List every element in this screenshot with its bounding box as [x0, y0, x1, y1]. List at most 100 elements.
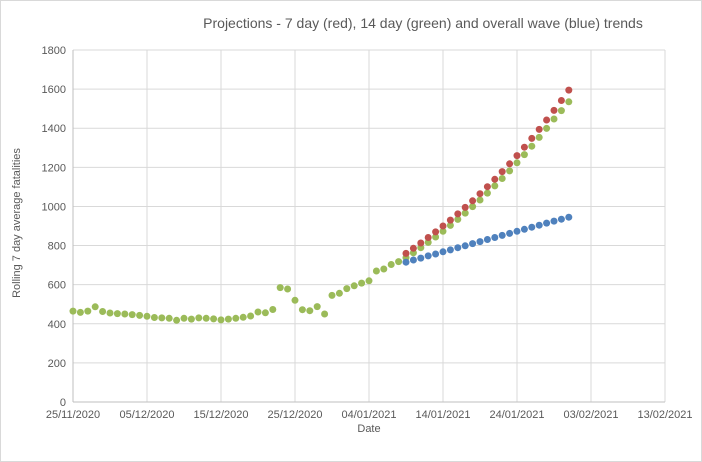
data-point	[409, 256, 417, 264]
data-point	[461, 242, 469, 250]
data-point	[335, 289, 343, 297]
x-tick-label: 15/12/2020	[193, 409, 248, 421]
data-point	[565, 86, 573, 94]
data-point	[461, 203, 469, 211]
y-tick-label: 1800	[42, 45, 66, 57]
data-point	[483, 183, 491, 191]
data-point	[69, 307, 77, 315]
data-point	[535, 133, 543, 141]
data-point	[432, 250, 440, 258]
data-point	[254, 308, 262, 316]
data-point	[520, 225, 528, 233]
chart-title: Projections - 7 day (red), 14 day (green…	[203, 15, 643, 31]
data-point	[165, 314, 173, 322]
data-point	[557, 107, 565, 115]
data-point	[543, 124, 551, 132]
data-point	[550, 115, 558, 123]
data-point	[313, 303, 321, 311]
data-point	[276, 284, 284, 292]
data-point	[498, 175, 506, 182]
data-point	[454, 244, 462, 252]
y-tick-label: 1600	[42, 84, 66, 96]
data-point	[446, 221, 454, 229]
data-point	[483, 236, 491, 243]
y-tick-label: 400	[48, 319, 66, 331]
data-point	[291, 296, 299, 304]
data-point	[469, 197, 477, 205]
data-point	[461, 209, 469, 217]
data-point	[365, 277, 373, 285]
data-point	[565, 98, 573, 106]
data-point	[402, 249, 410, 257]
data-point	[476, 196, 484, 204]
x-tick-label: 14/01/2021	[415, 409, 470, 421]
data-point	[528, 223, 536, 231]
data-point	[454, 210, 462, 218]
data-point	[565, 213, 573, 221]
data-point	[358, 279, 366, 287]
data-point	[224, 315, 232, 323]
y-tick-label: 200	[48, 358, 66, 370]
data-point	[173, 316, 181, 324]
data-point	[513, 152, 521, 160]
x-tick-label: 03/02/2021	[563, 409, 618, 421]
data-point	[328, 291, 336, 299]
data-point	[409, 244, 417, 252]
data-point	[136, 311, 144, 319]
data-point	[306, 307, 314, 315]
data-point	[202, 314, 210, 322]
data-point	[150, 314, 158, 321]
data-point	[343, 285, 351, 293]
data-point	[520, 143, 528, 151]
data-point	[91, 303, 99, 311]
data-point	[513, 159, 521, 167]
data-point	[491, 175, 499, 183]
data-point	[498, 231, 506, 239]
data-point	[557, 97, 565, 104]
y-tick-label: 1400	[42, 123, 66, 135]
data-point	[210, 315, 218, 323]
data-point	[535, 221, 543, 229]
data-point	[439, 248, 447, 256]
series-green-dots	[69, 98, 573, 324]
data-point	[432, 233, 440, 241]
data-point	[239, 313, 247, 321]
data-point	[528, 142, 536, 150]
data-point	[284, 285, 292, 293]
data-point	[402, 258, 410, 266]
data-point	[439, 227, 447, 235]
data-point	[128, 311, 136, 319]
data-point	[550, 106, 558, 114]
data-point	[446, 246, 454, 254]
data-point	[121, 310, 129, 318]
data-point	[550, 217, 558, 225]
data-point	[454, 215, 462, 223]
x-axis-title: Date	[357, 423, 381, 435]
x-tick-label: 25/12/2020	[267, 409, 322, 421]
data-point	[298, 306, 306, 314]
data-point	[535, 125, 543, 133]
data-point	[424, 234, 432, 241]
data-point	[261, 309, 269, 317]
data-point	[432, 228, 440, 236]
data-point	[446, 216, 454, 224]
data-point	[232, 314, 240, 322]
data-point	[321, 310, 329, 318]
data-point	[476, 190, 484, 198]
data-point	[387, 261, 395, 268]
data-point	[424, 238, 432, 246]
data-point	[76, 308, 84, 316]
x-tick-label: 05/12/2020	[119, 409, 174, 421]
data-point	[417, 254, 425, 262]
y-tick-label: 1200	[42, 162, 66, 174]
data-point	[269, 306, 277, 313]
data-point	[543, 116, 551, 124]
data-point	[520, 151, 528, 159]
data-point	[395, 258, 403, 266]
data-point	[247, 312, 255, 320]
data-point	[424, 252, 432, 260]
x-tick-label: 25/11/2020	[46, 409, 100, 421]
x-tick-label: 24/01/2021	[489, 409, 544, 421]
y-tick-label: 0	[60, 397, 66, 409]
